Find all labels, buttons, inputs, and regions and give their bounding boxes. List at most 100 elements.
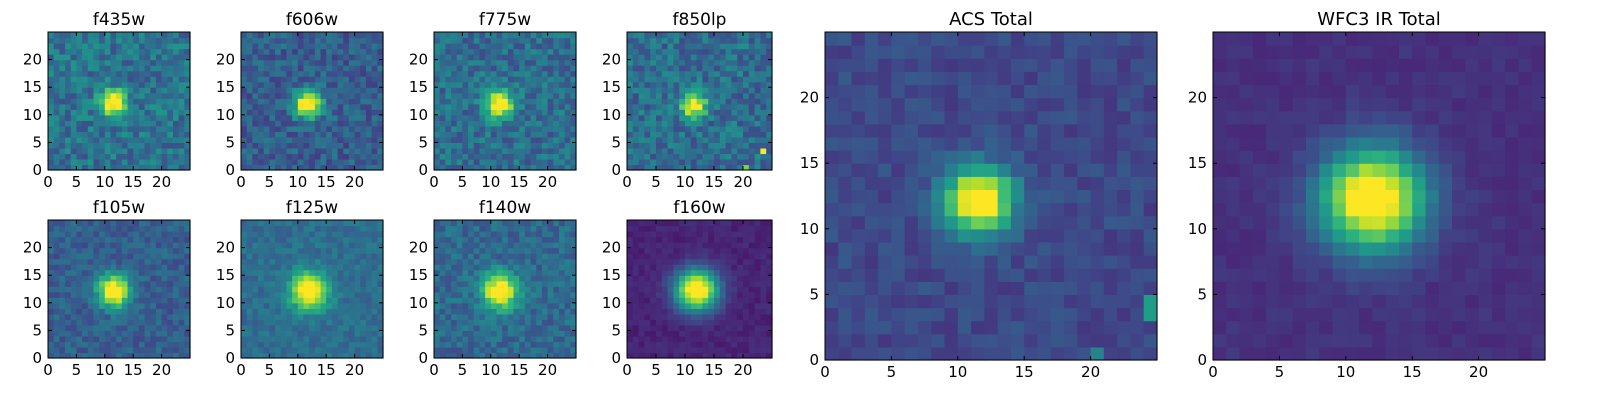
heatmap-cell [93, 341, 100, 348]
heatmap-cell [167, 297, 174, 304]
heatmap-cell [496, 258, 503, 265]
heatmap-cell [275, 341, 282, 348]
heatmap-cell [708, 32, 715, 39]
heatmap-cell [269, 98, 276, 105]
heatmap-cell [754, 302, 761, 309]
y-tick-label: 10 [23, 106, 42, 124]
heatmap-cell [496, 247, 503, 254]
heatmap-cell [76, 341, 83, 348]
heatmap-cell [462, 258, 469, 265]
heatmap-cell [536, 54, 543, 61]
heatmap-cell [65, 164, 72, 171]
heatmap-cell [241, 125, 248, 132]
heatmap-cell [490, 275, 498, 282]
heatmap-cell [748, 153, 756, 160]
heatmap-cell [292, 59, 299, 66]
heatmap-cell [479, 286, 486, 293]
heatmap-cell [451, 335, 458, 343]
heatmap-cell [116, 32, 123, 39]
heatmap-cell [473, 225, 481, 232]
heatmap-cell [530, 98, 537, 105]
heatmap-cell [462, 142, 469, 149]
heatmap-cell [748, 76, 756, 83]
heatmap-cell [144, 43, 151, 50]
heatmap-cell [439, 264, 446, 271]
heatmap-cell [490, 231, 498, 238]
heatmap-cell [275, 225, 282, 232]
heatmap-cell [104, 32, 112, 39]
heatmap-cell [451, 164, 458, 171]
heatmap-cell [155, 258, 163, 265]
y-tick-label: 10 [602, 106, 621, 124]
heatmap-cell [309, 253, 316, 260]
heatmap-cell [702, 275, 709, 282]
heatmap-cell [286, 253, 293, 260]
heatmap-cell [48, 275, 55, 282]
heatmap-cell [303, 32, 310, 39]
heatmap-cell [178, 43, 185, 50]
heatmap-cell [558, 43, 566, 50]
heatmap-cell [104, 70, 112, 77]
heatmap-cell [547, 330, 554, 337]
heatmap-cell [702, 59, 709, 66]
heatmap-cell [59, 335, 66, 343]
heatmap-cell [434, 125, 441, 132]
heatmap-cell [48, 87, 55, 94]
heatmap-cell [377, 352, 384, 359]
heatmap-cell [690, 103, 698, 110]
heatmap-cell [309, 147, 316, 155]
heatmap-cell [690, 297, 698, 304]
heatmap-cell [627, 352, 634, 359]
heatmap-cell [252, 231, 259, 238]
heatmap-cell [365, 37, 373, 44]
heatmap-cell [731, 291, 738, 298]
heatmap-cell [702, 37, 709, 44]
heatmap-cell [473, 297, 481, 304]
heatmap-cell [360, 319, 367, 326]
heatmap-cell [371, 109, 378, 116]
heatmap-cell [725, 70, 732, 77]
heatmap-cell [99, 330, 106, 337]
heatmap-cell [766, 142, 773, 149]
heatmap-cell [280, 48, 288, 55]
heatmap-cell [530, 236, 537, 243]
heatmap-cell [184, 103, 191, 110]
heatmap-cell [76, 65, 83, 72]
heatmap-cell [326, 324, 333, 331]
heatmap-cell [172, 136, 180, 143]
heatmap-cell [661, 275, 669, 282]
heatmap-cell [434, 70, 441, 77]
heatmap-cell [133, 225, 140, 232]
heatmap-cell [87, 220, 95, 227]
heatmap-cell [252, 59, 259, 66]
heatmap-cell [731, 120, 738, 127]
heatmap-cell [547, 131, 554, 138]
x-tick-label: 10 [95, 173, 114, 191]
heatmap-cell [656, 59, 663, 66]
heatmap-cell [93, 65, 100, 72]
heatmap-cell [479, 247, 486, 254]
heatmap-cell [87, 286, 95, 293]
heatmap-cell [360, 253, 367, 260]
heatmap-cell [53, 352, 60, 359]
heatmap-cell [661, 109, 669, 116]
heatmap-cell [679, 286, 686, 293]
heatmap-cell [553, 335, 560, 343]
heatmap-cell [275, 286, 282, 293]
heatmap-cell [725, 37, 732, 44]
heatmap-cell [53, 341, 60, 348]
y-tick-label: 10 [409, 106, 428, 124]
heatmap-cell [133, 120, 140, 127]
heatmap-cell [303, 286, 310, 293]
heatmap-cell [269, 319, 276, 326]
heatmap-cell [354, 158, 361, 166]
heatmap-cell [632, 59, 640, 66]
heatmap-cell [343, 43, 350, 50]
heatmap-cell [530, 319, 537, 326]
heatmap-cell [536, 319, 543, 326]
heatmap-cell [479, 76, 486, 83]
heatmap-cell [314, 120, 322, 127]
heatmap-cell [627, 32, 634, 39]
heatmap-cell [553, 297, 560, 304]
heatmap-cell [462, 330, 469, 337]
